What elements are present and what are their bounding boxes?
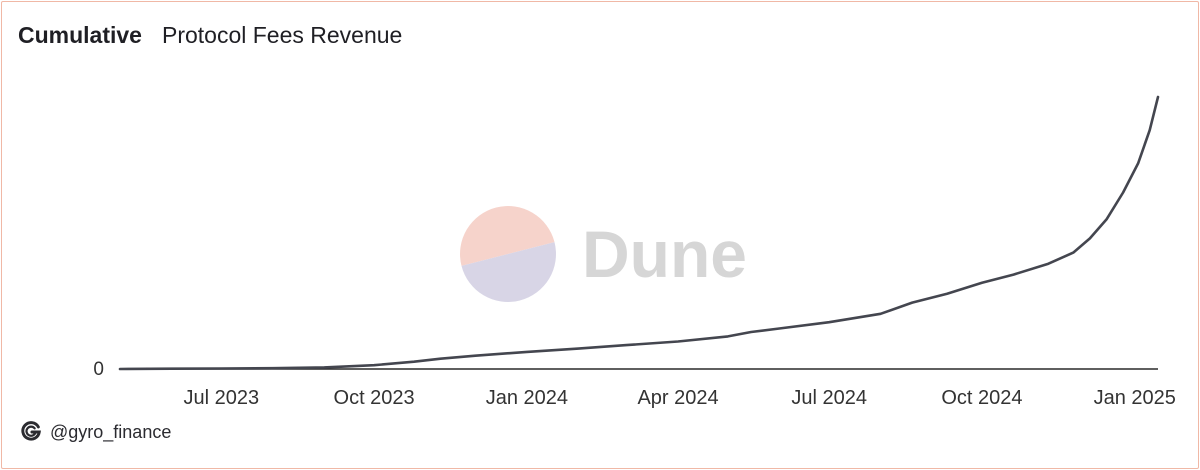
footer-handle[interactable]: @gyro_finance xyxy=(50,421,172,442)
chart-title: Cumulative xyxy=(18,22,142,48)
watermark-top-half xyxy=(460,206,555,266)
x-tick-label: Jul 2023 xyxy=(183,387,259,409)
gyroscope-g-icon xyxy=(21,421,41,441)
chart-header: Cumulative Protocol Fees Revenue xyxy=(18,22,402,54)
chart-subtitle: Protocol Fees Revenue xyxy=(161,22,403,48)
x-tick-label: Oct 2024 xyxy=(941,387,1022,409)
x-tick-label: Jan 2025 xyxy=(1094,387,1176,409)
watermark-bottom-half xyxy=(461,242,556,302)
dune-watermark: Dune xyxy=(460,206,747,302)
x-tick-label: Jan 2024 xyxy=(486,387,568,409)
series-line xyxy=(118,95,1160,371)
chart-axes: 0 Jul 2023 Oct 2023 Jan 2024 Apr 2024 Jul 202… xyxy=(93,359,1175,409)
series-layer xyxy=(118,95,1160,371)
x-tick-label: Jul 2024 xyxy=(791,387,867,409)
footer: @gyro_finance xyxy=(20,421,171,443)
watermark-text: Dune xyxy=(582,217,747,291)
x-tick-label: Apr 2024 xyxy=(637,387,718,409)
y-tick-label: 0 xyxy=(93,359,104,380)
x-tick-label: Oct 2023 xyxy=(334,387,415,409)
